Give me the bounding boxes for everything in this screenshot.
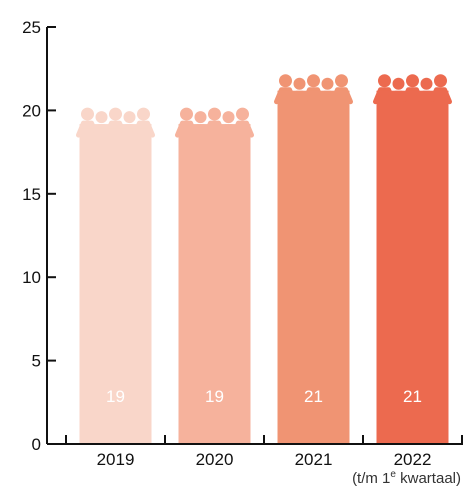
y-tick-label: 20: [22, 101, 41, 120]
y-tick-label: 0: [32, 435, 41, 454]
bar-value-label: 19: [205, 387, 224, 406]
period-note: (t/m 1e kwartaal): [352, 469, 461, 487]
bar-value-label: 21: [403, 387, 422, 406]
bars: 19 19 21 21: [76, 74, 452, 444]
x-tick-label: 2022: [394, 450, 432, 469]
people-group-icon: [76, 107, 155, 138]
note-superscript: e: [390, 469, 396, 480]
people-group-icon: [274, 74, 353, 105]
people-group-icon: [175, 107, 254, 138]
y-tick-label: 10: [22, 268, 41, 287]
y-tick-label: 25: [22, 18, 41, 37]
bar: [79, 127, 152, 444]
bar: [277, 93, 350, 444]
x-tick-label: 2021: [295, 450, 333, 469]
x-tick-label: 2019: [97, 450, 135, 469]
bar: [376, 93, 449, 444]
bar-value-label: 19: [106, 387, 125, 406]
y-tick-label: 15: [22, 185, 41, 204]
y-tick-label: 5: [32, 352, 41, 371]
bar-value-label: 21: [304, 387, 323, 406]
x-axis: 2019 2020 2021 2022: [47, 435, 463, 469]
people-group-icon: [373, 74, 452, 105]
x-tick-label: 2020: [196, 450, 234, 469]
y-axis: 0 5 10 15 20 25: [22, 18, 56, 454]
bar: [178, 127, 251, 444]
